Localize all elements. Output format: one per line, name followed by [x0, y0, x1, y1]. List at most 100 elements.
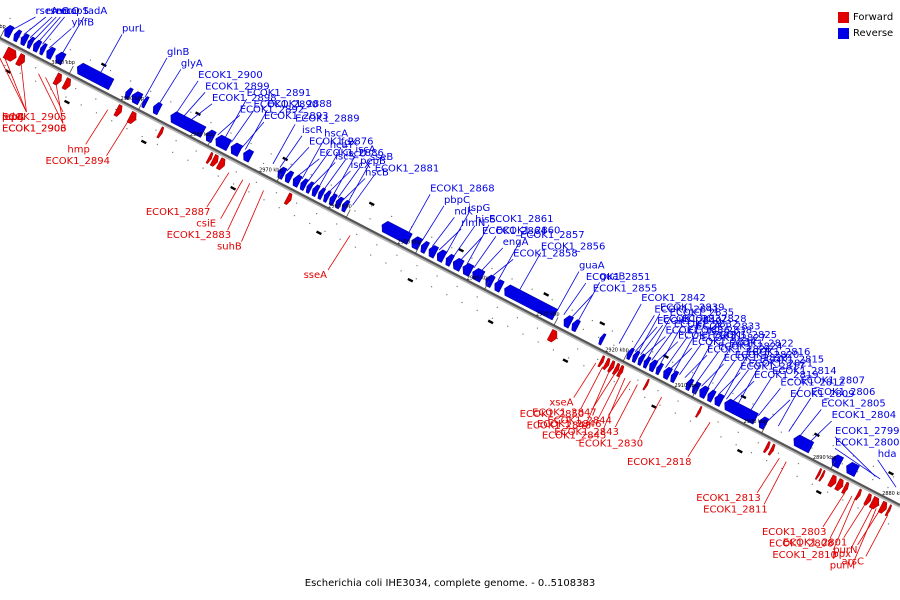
gene-label: ECOK1_2805 — [821, 399, 886, 410]
leader-line — [763, 461, 787, 505]
reverse-gene — [230, 142, 244, 157]
gene-label: ECOK1_2894 — [45, 156, 110, 167]
track-dot — [316, 212, 318, 215]
leader-line — [421, 205, 445, 242]
track-dot — [628, 388, 631, 391]
reverse-gene — [724, 398, 759, 425]
track-dot — [235, 171, 237, 173]
reverse-gene — [299, 178, 309, 192]
gene-label: csiE — [196, 219, 216, 230]
leader-line — [573, 362, 597, 398]
track-dot — [772, 413, 774, 415]
gene-label: ECOK1_2839 — [660, 303, 725, 314]
track-dot — [4, 64, 6, 67]
track-dot — [651, 351, 654, 353]
scale-tick-label: 2930 kbp — [536, 311, 560, 317]
leader-line — [651, 329, 675, 361]
track-dot — [856, 471, 859, 473]
track-dash — [100, 62, 107, 68]
leader-line — [834, 447, 881, 480]
leader-line — [857, 510, 881, 546]
track-dot — [692, 372, 694, 374]
gene-label: ECOK1_2850 — [520, 409, 585, 420]
track-dash — [740, 394, 747, 400]
leader-line — [3, 55, 27, 113]
gene-label: ECOK1_2861 — [489, 214, 554, 225]
track-dot — [69, 49, 71, 51]
reverse-gene — [452, 257, 465, 272]
leader-line — [767, 399, 791, 422]
track-dot — [126, 128, 128, 130]
leader-line — [227, 183, 251, 231]
gene-label: ECOK1_2820 — [735, 350, 800, 361]
gene-label: iscR — [302, 125, 322, 136]
leader-line — [327, 235, 351, 271]
forward-gene — [841, 481, 850, 495]
track-dot — [777, 452, 779, 454]
gene-label: ECOK1_2844 — [547, 416, 612, 427]
track-dot — [29, 28, 31, 30]
track-dash — [736, 448, 743, 454]
gene-label: purM — [830, 561, 855, 572]
strand-legend: Forward Reverse — [838, 9, 893, 41]
forward-gene — [884, 504, 893, 517]
track-dot — [552, 349, 555, 351]
leader-line — [687, 422, 711, 458]
reverse-gene — [494, 279, 505, 293]
leader-line — [587, 369, 611, 421]
leader-line — [279, 135, 303, 168]
track-dash — [315, 230, 322, 236]
track-dot — [712, 382, 714, 384]
gene-label: ECOK1_2906 — [2, 124, 67, 135]
track-dash — [543, 292, 550, 297]
track-dot — [430, 286, 433, 288]
leader-line — [756, 457, 780, 493]
reverse-gene — [32, 39, 43, 53]
gene-label: ECOK1_2809 — [790, 389, 855, 400]
forward-gene — [15, 53, 25, 67]
reverse-gene — [205, 129, 217, 144]
forward-gene — [854, 488, 862, 501]
track-dot — [571, 309, 573, 311]
leader-line — [597, 375, 621, 420]
leader-line — [570, 294, 594, 319]
scale-tick-label: 2960 kbp — [328, 204, 352, 210]
gene-label: fdx — [341, 137, 357, 148]
leader-line — [723, 357, 747, 398]
gene-label: ECOK1_2843 — [554, 427, 619, 438]
gene-label: iscS — [335, 151, 355, 162]
forward-gene — [694, 405, 703, 418]
reverse-gene — [317, 187, 327, 201]
track-dot — [263, 199, 265, 201]
leader-line — [647, 318, 670, 359]
track-dot — [210, 122, 212, 124]
gene-label: pepB — [360, 156, 386, 167]
leader-line — [592, 372, 616, 408]
gene-label: purN — [833, 545, 857, 556]
track-dot — [496, 306, 498, 308]
scale-tick-label: 2970 kbp — [259, 168, 283, 174]
gene-label: ECOK1_2840 — [657, 316, 722, 327]
track-dot — [491, 267, 493, 270]
leader-line — [175, 80, 199, 114]
gene-label: era — [60, 6, 76, 17]
reverse-gene — [655, 362, 665, 376]
gene-label: ECOK1_2808 — [769, 538, 834, 549]
leader-line — [701, 363, 724, 387]
track-dot — [190, 111, 192, 113]
reverse-gene — [77, 62, 115, 91]
track-dot — [278, 207, 280, 209]
gene-label: ECOK1_2856 — [541, 242, 606, 253]
track-dot — [476, 296, 478, 298]
reverse-gene — [846, 461, 860, 478]
reverse-gene — [685, 378, 695, 392]
forward-gene — [607, 360, 616, 373]
leader-line — [731, 380, 755, 403]
leader-line — [631, 315, 655, 351]
gene-label: hcaT — [330, 140, 355, 151]
legend-swatch-reverse — [838, 27, 849, 39]
gene-label: ECOK1_2824 — [718, 341, 783, 352]
gene-label: ECOK1_2799 — [835, 426, 900, 437]
leader-line — [241, 121, 265, 148]
